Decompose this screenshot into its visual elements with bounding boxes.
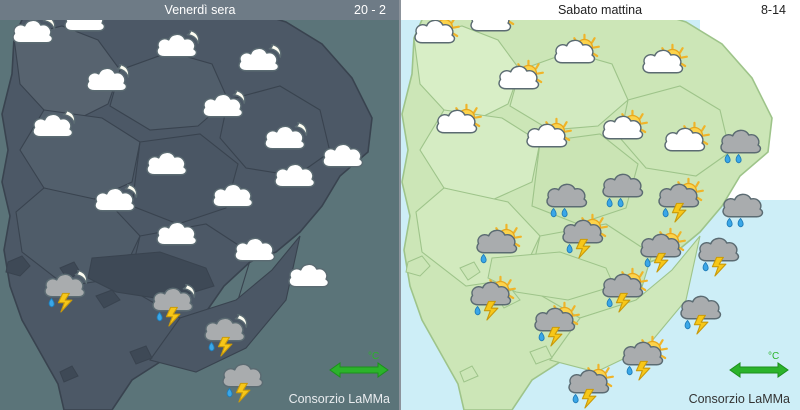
sun-rain-icon [470, 223, 526, 268]
sun-cloud-icon [596, 109, 652, 154]
legend-celsius-label: °C [768, 351, 779, 362]
cloudy-icon [140, 146, 196, 190]
islands-left [5, 251, 215, 383]
cloudy-night-icon [80, 62, 136, 106]
cloudy-icon [206, 178, 262, 222]
sun-storm-icon [616, 335, 672, 381]
storm-icon [674, 290, 730, 335]
sun-cloud-icon [492, 59, 548, 104]
cloudy-night-icon [26, 108, 82, 152]
sun-storm-icon [596, 267, 652, 313]
cloudy-night-icon [196, 88, 252, 132]
cloudy-night-icon [258, 120, 314, 164]
rain-icon [596, 168, 652, 212]
cloudy-night-icon [150, 28, 206, 72]
legend-celsius-label: °C [368, 351, 379, 362]
cloudy-night-icon [6, 14, 62, 58]
sun-storm-icon [556, 213, 612, 259]
islands-right [405, 251, 615, 383]
sun-cloud-icon [430, 103, 486, 148]
cloudy-icon [150, 216, 206, 260]
sun-storm-icon [464, 275, 520, 321]
panel-title-right: Sabato mattina [557, 3, 643, 17]
weather-panel-right: Sabato mattina 8-14 °C Consorzio LaMMa [400, 0, 800, 410]
sun-cloud-icon [658, 121, 714, 166]
storm-night-icon [38, 268, 94, 313]
sun-storm-icon [652, 177, 708, 223]
temperature-legend-left[interactable]: °C [328, 348, 390, 382]
double-arrow-icon [329, 362, 389, 378]
panel-time-range-right: 8-14 [760, 3, 786, 17]
sun-cloud-icon [636, 43, 692, 88]
cloudy-icon [228, 232, 284, 276]
panel-time-range-left: 20 - 2 [354, 3, 386, 17]
storm-night-icon [146, 282, 202, 327]
storm-icon [692, 232, 748, 277]
weather-panel-left: Venerdì sera 20 - 2 °C Consorzio LaMMa [0, 0, 400, 410]
credit-right: Consorzio LaMMa [688, 392, 790, 406]
sun-storm-icon [528, 301, 584, 347]
rain-icon [714, 124, 770, 168]
storm-icon [216, 358, 272, 403]
panel-header-left: Venerdì sera 20 - 2 [0, 0, 400, 20]
sun-cloud-icon [548, 33, 604, 78]
cloudy-night-icon [88, 182, 144, 226]
panel-header-right: Sabato mattina 8-14 [400, 0, 800, 20]
sun-cloud-icon [408, 13, 464, 58]
double-arrow-icon [729, 362, 789, 378]
weather-icon-layer-right [400, 0, 800, 410]
storm-night-icon [198, 312, 254, 357]
sun-cloud-icon [520, 117, 576, 162]
panel-title-left: Venerdì sera [164, 3, 236, 17]
rain-icon [540, 178, 596, 222]
credit-left: Consorzio LaMMa [288, 392, 390, 406]
cloudy-icon [316, 138, 372, 182]
cloudy-icon [268, 158, 324, 202]
weather-icon-layer-left [6, 4, 372, 403]
sun-storm-icon [562, 363, 618, 409]
panel-divider [399, 0, 401, 410]
cloudy-icon [282, 258, 338, 302]
cloudy-night-icon [232, 42, 288, 86]
rain-icon [716, 188, 772, 232]
temperature-legend-right[interactable]: °C [728, 348, 790, 382]
sun-storm-icon [634, 227, 690, 273]
